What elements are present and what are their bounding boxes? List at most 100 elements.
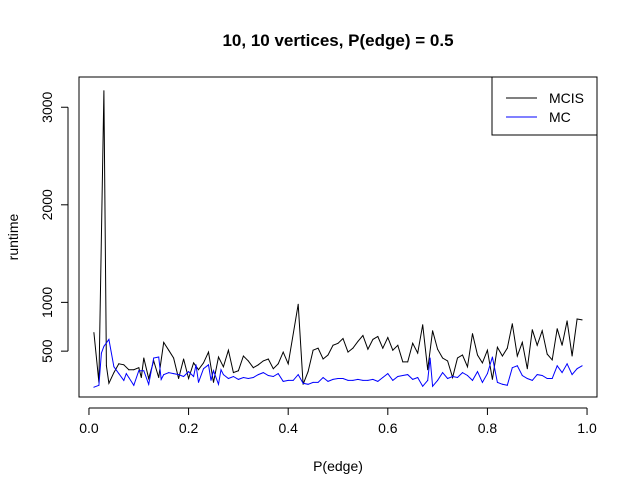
data-point [347, 351, 349, 353]
series-layer [93, 90, 583, 388]
data-point [297, 303, 299, 305]
data-point [571, 355, 573, 357]
data-point [118, 363, 120, 365]
data-point [556, 365, 558, 367]
data-point [447, 360, 449, 362]
data-point [108, 338, 110, 340]
data-point [267, 375, 269, 376]
data-point [491, 356, 493, 358]
data-point [422, 324, 424, 326]
x-axis: 0.0 0.2 0.4 0.6 0.8 1.0 [79, 407, 597, 436]
data-point [168, 349, 170, 351]
data-point [457, 357, 458, 359]
data-point [561, 372, 563, 374]
y-tick-label: 3000 [39, 91, 55, 122]
data-point [511, 323, 513, 325]
data-point [193, 362, 195, 364]
data-point [437, 348, 439, 350]
data-point [551, 378, 553, 379]
data-point [352, 379, 354, 381]
data-point [427, 379, 429, 381]
data-point [501, 383, 503, 385]
data-point [362, 335, 364, 336]
data-point [442, 372, 444, 374]
data-point [138, 370, 140, 372]
data-point [516, 355, 518, 357]
data-point [227, 349, 229, 351]
data-point [526, 368, 528, 370]
data-point [252, 377, 254, 378]
data-point [521, 341, 523, 343]
data-point [452, 376, 454, 377]
data-point [481, 362, 483, 364]
data-point [113, 366, 115, 368]
data-point [247, 378, 249, 379]
data-point [262, 372, 264, 374]
data-point [452, 377, 454, 378]
data-point [213, 381, 214, 383]
data-point [203, 368, 204, 370]
data-point [397, 344, 399, 346]
data-point [581, 365, 583, 367]
y-tick-label: 1000 [39, 287, 55, 318]
data-point [272, 368, 274, 370]
data-point [210, 379, 212, 381]
data-point [100, 352, 102, 354]
data-point [143, 357, 145, 359]
data-point [506, 347, 508, 349]
data-point [287, 379, 289, 381]
data-point [277, 363, 279, 365]
data-point [496, 346, 498, 348]
data-point [571, 374, 573, 376]
data-point [382, 347, 384, 349]
data-point [531, 379, 533, 381]
data-point [252, 367, 254, 369]
data-point [287, 363, 289, 365]
legend: MCIS MC [491, 76, 598, 136]
data-point [332, 378, 334, 380]
data-point [128, 377, 130, 378]
data-point [347, 379, 349, 381]
data-point [481, 381, 483, 383]
data-point [105, 365, 107, 367]
series-mc [93, 338, 583, 388]
data-point [432, 385, 434, 387]
data-point [546, 378, 548, 379]
data-point [103, 345, 105, 347]
data-point [402, 361, 404, 363]
data-point [317, 347, 319, 349]
data-point [173, 357, 175, 359]
data-point [486, 349, 488, 351]
data-point [282, 380, 284, 382]
data-point [143, 370, 145, 372]
x-axis-label: P(edge) [313, 458, 363, 474]
data-point [397, 376, 399, 377]
data-point [546, 353, 548, 355]
data-point [412, 378, 414, 380]
data-point [322, 377, 324, 378]
data-point [153, 357, 155, 359]
data-point [173, 373, 175, 375]
data-point [372, 378, 374, 380]
data-point [342, 338, 344, 339]
data-point [327, 354, 329, 356]
data-point [222, 374, 224, 376]
data-point [447, 378, 449, 379]
data-point [158, 377, 160, 378]
data-point [168, 372, 170, 374]
data-point [477, 354, 478, 356]
data-point [222, 366, 224, 368]
data-point [312, 349, 314, 351]
data-point [237, 378, 239, 380]
data-point [277, 373, 279, 375]
data-point [213, 370, 214, 372]
data-point [521, 375, 523, 376]
data-point [556, 328, 558, 330]
data-point [193, 376, 195, 377]
data-point [138, 367, 140, 369]
data-point [576, 318, 578, 320]
data-point [195, 364, 197, 366]
data-point [307, 383, 309, 385]
data-point [407, 374, 409, 376]
